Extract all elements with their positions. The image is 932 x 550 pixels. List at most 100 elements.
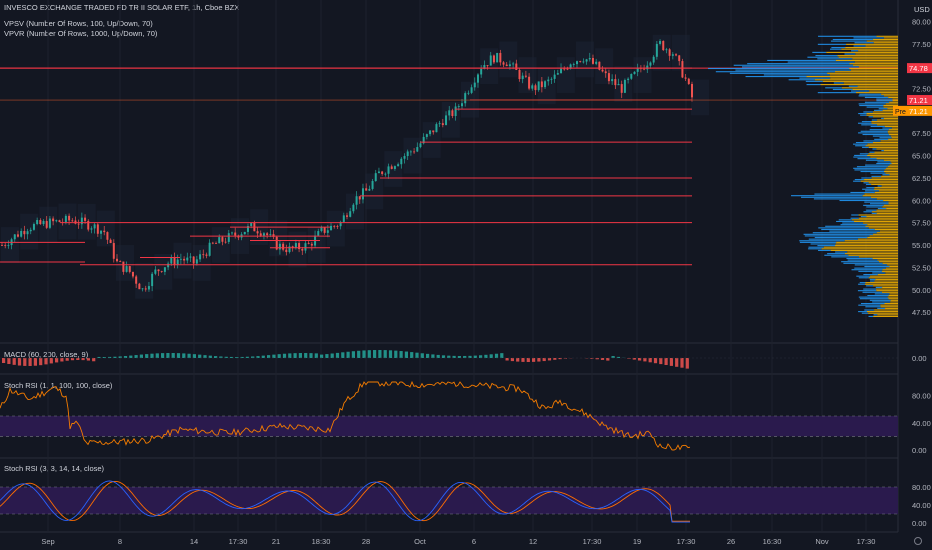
candle-body xyxy=(486,65,489,66)
stoch1-band xyxy=(0,416,898,437)
macd-histogram-bar xyxy=(611,356,615,358)
volume-profile-up-bar xyxy=(877,307,886,309)
candle-body xyxy=(52,218,55,222)
price-badge-label: 71.21 xyxy=(909,107,928,116)
candle-body xyxy=(409,151,412,153)
volume-profile-up-bar xyxy=(874,138,889,140)
volume-profile-up-bar xyxy=(864,309,875,311)
candle-body xyxy=(336,226,339,227)
volume-profile-down-bar xyxy=(889,101,898,103)
volume-profile-up-bar xyxy=(850,217,859,219)
symbol-title[interactable]: INVESCO EXCHANGE TRADED FD TR II SOLAR E… xyxy=(4,3,240,12)
volume-profile-down-bar xyxy=(867,224,898,226)
volume-profile-up-bar xyxy=(864,96,889,99)
vpsv-block xyxy=(671,34,690,71)
candle-body xyxy=(540,81,543,88)
time-axis-label: Sep xyxy=(41,537,54,546)
candle-body xyxy=(147,286,150,290)
macd-histogram-bar xyxy=(113,356,117,358)
volume-profile-down-bar xyxy=(869,90,898,92)
candle-body xyxy=(550,78,553,80)
volume-profile-down-bar xyxy=(867,154,898,156)
volume-profile-up-bar xyxy=(855,142,873,144)
candle-body xyxy=(339,221,342,227)
vpsv-block xyxy=(77,203,96,240)
stoch-rsi-2-legend[interactable]: Stoch RSI (3, 3, 14, 14, close) xyxy=(4,464,105,473)
candle-body xyxy=(55,220,58,222)
candle-body xyxy=(4,245,7,246)
macd-histogram-bar xyxy=(468,355,472,358)
candle-body xyxy=(141,288,144,290)
volume-profile-up-bar xyxy=(878,108,888,110)
price-tick-label: 67.50 xyxy=(912,129,931,138)
volume-profile-down-bar xyxy=(892,98,898,100)
macd-histogram-bar xyxy=(155,353,159,358)
volume-profile-up-bar xyxy=(831,47,846,49)
volume-profile-down-bar xyxy=(881,270,898,272)
volume-profile-down-bar xyxy=(872,142,898,144)
vpvr-legend[interactable]: VPVR (Number Of Rows, 1000, Up/Down, 70) xyxy=(4,29,158,38)
stoch-rsi-1-legend[interactable]: Stoch RSI (1, 1, 100, 100, close) xyxy=(4,381,113,390)
volume-profile-up-bar xyxy=(851,214,859,216)
volume-profile-up-bar xyxy=(869,299,891,301)
volume-profile-down-bar xyxy=(874,280,898,282)
macd-histogram-bar xyxy=(558,358,562,360)
macd-histogram-bar xyxy=(367,350,371,358)
time-axis-label: 8 xyxy=(118,537,122,546)
volume-profile-up-bar xyxy=(867,294,889,297)
macd-histogram-bar xyxy=(457,355,461,358)
macd-histogram-bar xyxy=(479,355,483,358)
candle-body xyxy=(448,110,451,116)
macd-histogram-bar xyxy=(44,358,48,365)
candle-body xyxy=(454,106,457,117)
vpsv-block xyxy=(499,41,518,78)
volume-profile-up-bar xyxy=(873,314,878,316)
volume-profile-down-bar xyxy=(888,298,898,300)
candle-body xyxy=(262,233,265,236)
volume-profile-up-bar xyxy=(881,117,884,119)
vpsv-block xyxy=(441,101,460,138)
macd-histogram-bar xyxy=(542,358,546,362)
candle-body xyxy=(531,85,534,89)
volume-profile-up-bar xyxy=(808,238,858,240)
vpsv-block xyxy=(384,151,403,187)
candle-body xyxy=(77,223,80,225)
vpsv-legend[interactable]: VPSV (Number Of Rows, 100, Up/Down, 70) xyxy=(4,19,153,28)
volume-profile-up-bar xyxy=(869,278,876,280)
price-tick-label: 80.00 xyxy=(912,17,931,26)
volume-profile-up-bar xyxy=(858,113,867,115)
volume-profile-up-bar xyxy=(875,286,883,289)
candle-body xyxy=(416,147,419,152)
vpsv-block xyxy=(365,173,384,210)
volume-profile-down-bar xyxy=(883,37,898,39)
macd-legend[interactable]: MACD (60, 200, close, 9) xyxy=(4,350,89,359)
volume-profile-up-bar xyxy=(817,43,847,45)
macd-histogram-bar xyxy=(235,356,239,358)
volume-profile-down-bar xyxy=(874,228,898,231)
candle-body xyxy=(160,271,163,272)
candle-body xyxy=(128,266,131,272)
volume-profile-up-bar xyxy=(868,116,873,118)
volume-profile-down-bar xyxy=(877,259,898,261)
macd-histogram-bar xyxy=(595,358,599,360)
macd-histogram-bar xyxy=(632,358,636,360)
volume-profile-up-bar xyxy=(854,154,868,156)
macd-histogram-bar xyxy=(277,354,281,358)
candle-body xyxy=(678,55,681,62)
volume-profile-up-bar xyxy=(803,233,874,235)
candle-body xyxy=(215,243,218,244)
volume-profile-up-bar xyxy=(863,182,869,184)
macd-histogram-bar xyxy=(298,353,302,358)
vpsv-block xyxy=(403,137,422,174)
volume-profile-down-bar xyxy=(884,125,898,128)
candle-body xyxy=(422,136,425,144)
settings-icon[interactable] xyxy=(914,537,922,545)
volume-profile-up-bar xyxy=(791,195,863,197)
volume-profile-down-bar xyxy=(867,143,898,145)
volume-profile-down-bar xyxy=(868,182,898,184)
vpsv-block xyxy=(556,57,575,93)
candle-body xyxy=(208,242,211,256)
candle-body xyxy=(243,231,246,235)
price-tick-label: 77.50 xyxy=(912,40,931,49)
